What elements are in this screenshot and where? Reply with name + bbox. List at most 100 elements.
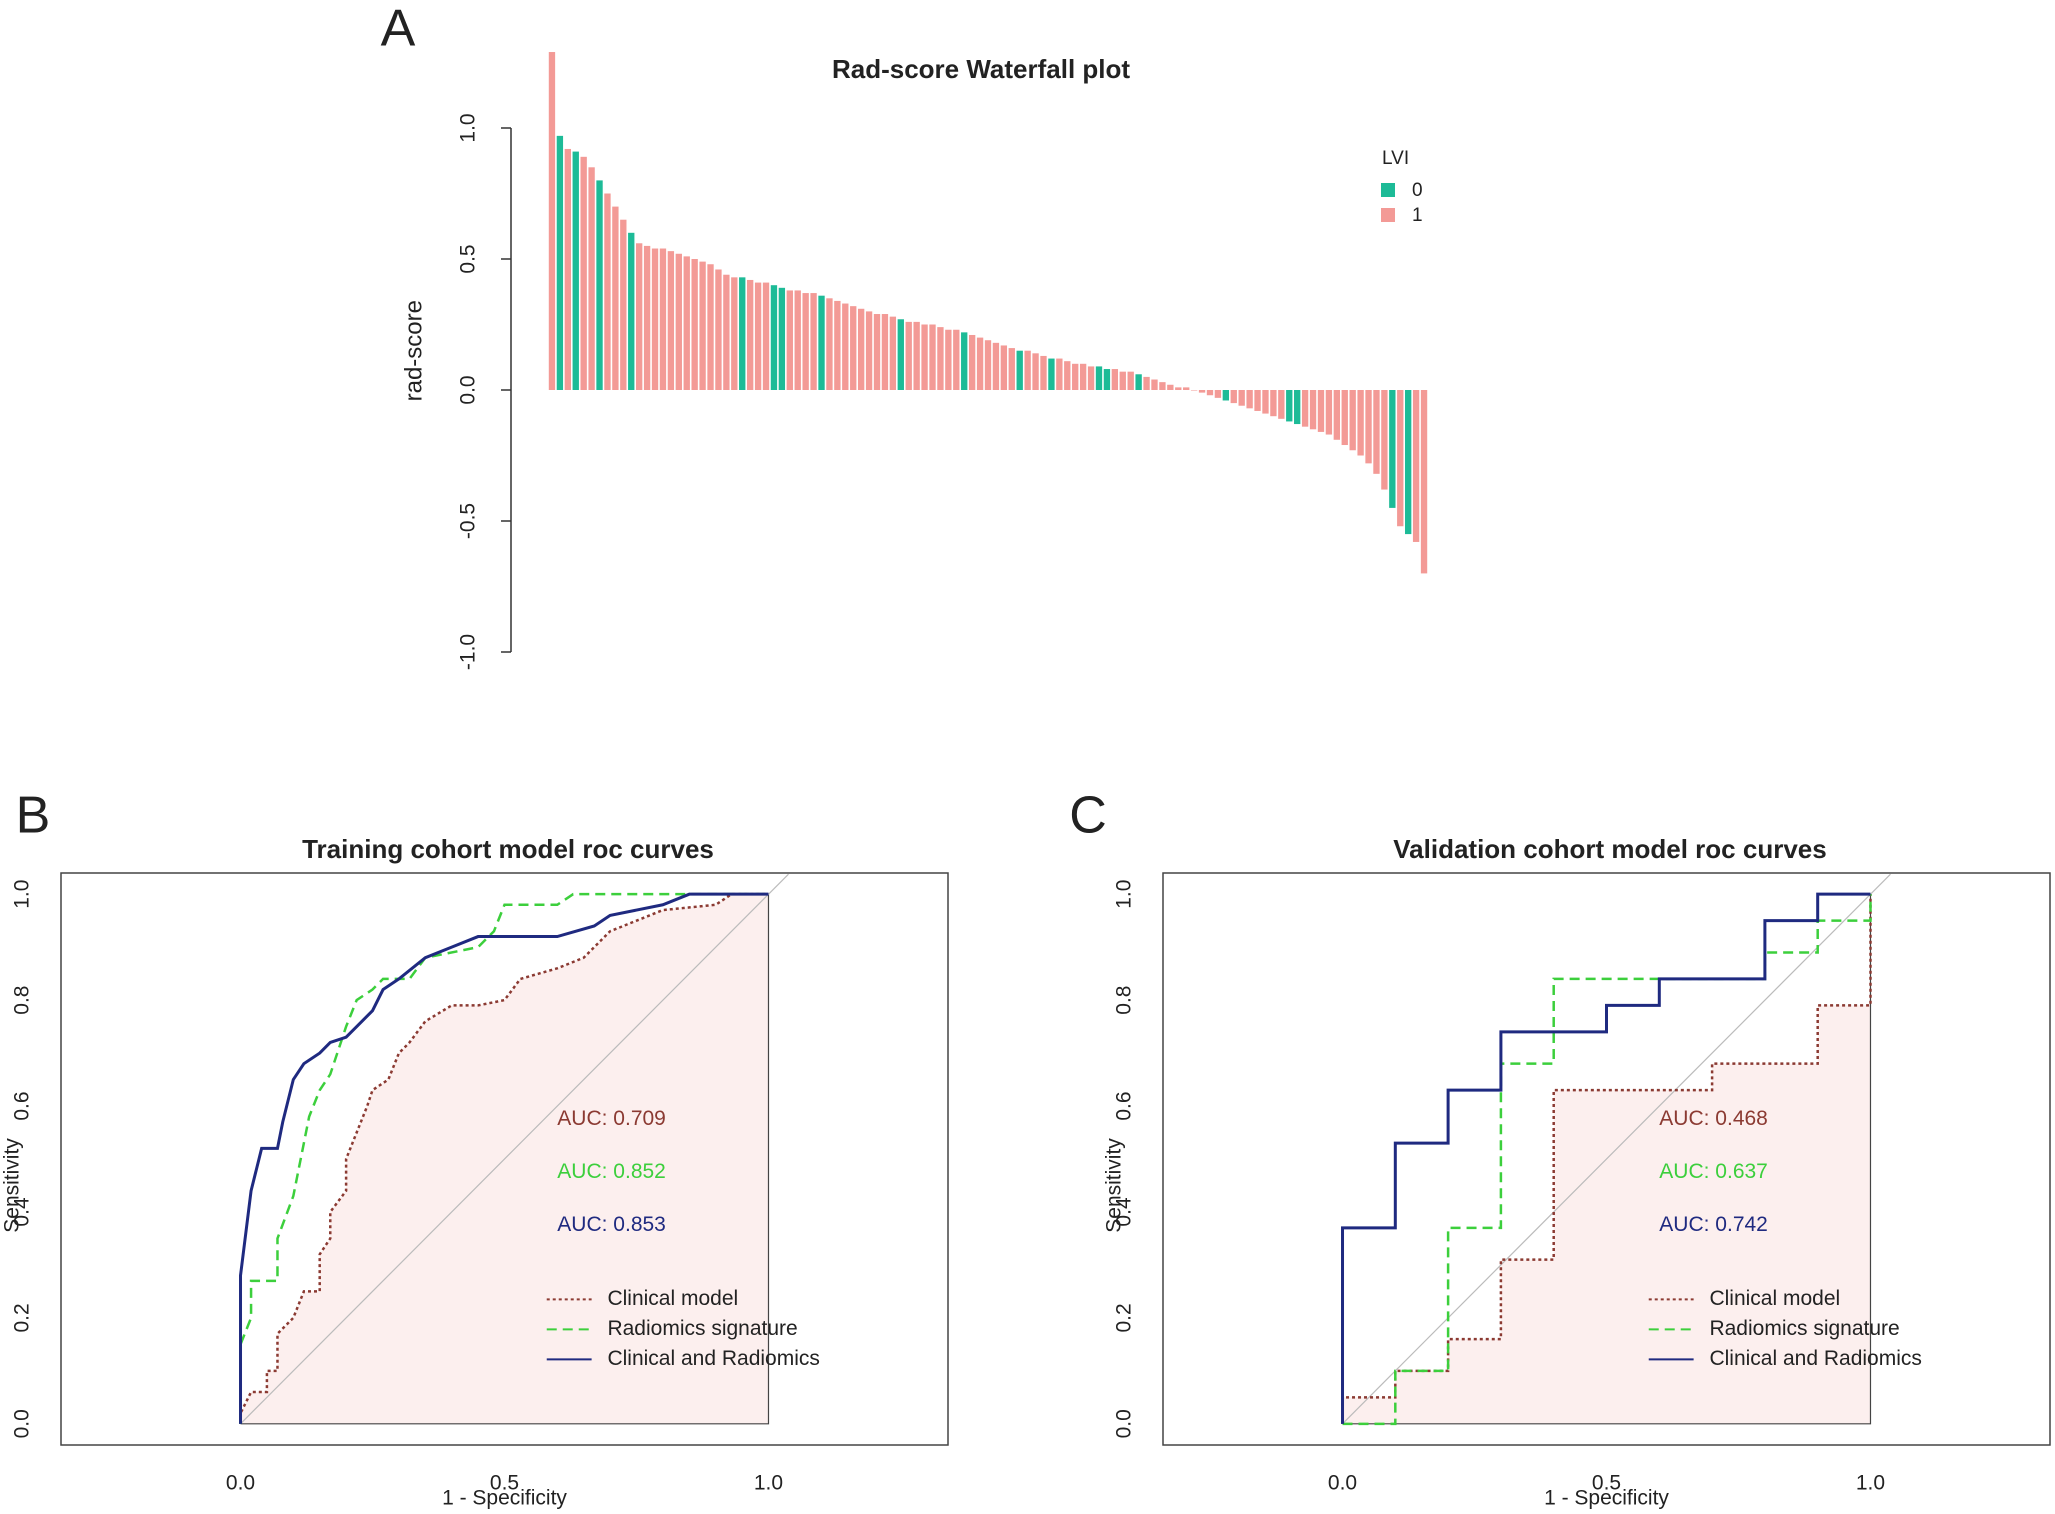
legend-label: Radiomics signature [1709,1317,1899,1340]
bar [1230,390,1237,404]
chart-title: Rad-score Waterfall plot [832,54,1130,84]
y-tick-label: 0.0 [457,375,480,404]
bar [1325,390,1333,435]
bar [651,248,659,390]
y-axis-label: Sensitivity [1103,1138,1126,1233]
plot-frame [60,872,949,1446]
bar [1079,363,1087,390]
bar [897,319,904,390]
roc-curve [1342,894,1872,1426]
bar [1309,390,1317,430]
bar [810,293,817,390]
bar [1357,390,1364,456]
y-tick-label: 0.0 [11,1409,34,1438]
bar [1420,390,1428,574]
bar [1405,390,1412,535]
y-tick-label: 1.0 [11,880,34,909]
x-axis-label: 1 - Specificity [1544,1487,1669,1510]
bar [604,193,611,390]
legend-label: Clinical and Radiomics [607,1347,819,1370]
y-tick-label: 0.0 [1113,1409,1136,1438]
auc-annotation: AUC: 0.853 [557,1213,666,1236]
y-tick-label: 0.2 [11,1303,34,1332]
y-axis-label: rad-score [400,300,427,401]
auc-annotation: AUC: 0.742 [1659,1213,1768,1236]
bar [1373,390,1380,474]
legend-swatch [1381,208,1395,222]
bar [802,293,809,390]
bar [675,253,682,390]
bar [1183,387,1190,390]
bar [1032,353,1039,390]
bar [564,148,571,390]
bar [1072,363,1079,390]
x-tick-label: 0.0 [226,1472,255,1495]
bar [731,277,738,390]
bar [1294,390,1301,425]
diagonal [1342,873,1891,1425]
area-frame [240,894,770,1425]
bar [1190,390,1198,391]
roc-curve [239,892,769,1424]
x-tick-label: 0.5 [490,1472,519,1495]
bar [992,342,1000,390]
bar [1349,390,1356,451]
bar [945,329,952,390]
bar [683,256,690,390]
x-tick-label: 0.0 [1328,1472,1357,1495]
bar [643,245,651,390]
bar [1365,390,1372,464]
bar [1159,382,1166,390]
bar [968,334,976,390]
bar [1317,390,1325,432]
legend-label: 0 [1412,180,1423,201]
bar [1016,350,1023,390]
panel-letter: B [16,787,51,845]
roc-curve [239,892,769,1424]
bar [1206,390,1214,396]
bar [1222,390,1230,401]
y-tick-label: 0.2 [1113,1303,1136,1332]
y-axis-label: Sensitivity [1,1138,24,1233]
bar [620,219,627,390]
y-tick-label: 0.5 [457,244,480,273]
panel-letter: A [381,0,416,58]
legend-label: Clinical model [1709,1287,1840,1310]
bar [1127,371,1134,390]
bar [762,282,770,390]
bar [937,327,944,390]
y-tick-label: 0.8 [1113,986,1136,1015]
chart-title: Training cohort model roc curves [302,834,714,864]
bar [818,295,825,390]
y-tick-label: 0.6 [11,1091,34,1120]
bar [667,251,675,390]
bar [596,180,603,390]
roc-curve [1341,892,1871,1424]
bar [1198,390,1206,393]
bar [1301,390,1309,427]
bar [1111,369,1119,390]
y-tick-label: 0.8 [11,986,34,1015]
bar [1048,358,1055,390]
bar [628,232,635,390]
bar [699,261,706,390]
bar [739,277,746,390]
bar [548,52,556,391]
bar [976,337,984,390]
bar [1151,379,1158,390]
bar [770,285,778,390]
x-axis-label: 1 - Specificity [442,1487,567,1510]
bar [1040,355,1047,390]
bar [1246,390,1253,409]
bar [1270,390,1277,417]
diagonal [240,873,789,1425]
bar [1341,390,1348,446]
bar [905,321,912,390]
bar [913,321,920,390]
bar [850,306,857,390]
roc-curve [239,892,769,1424]
bar [707,264,714,390]
bar [572,151,579,390]
bar [865,311,873,390]
bar [1008,348,1015,390]
